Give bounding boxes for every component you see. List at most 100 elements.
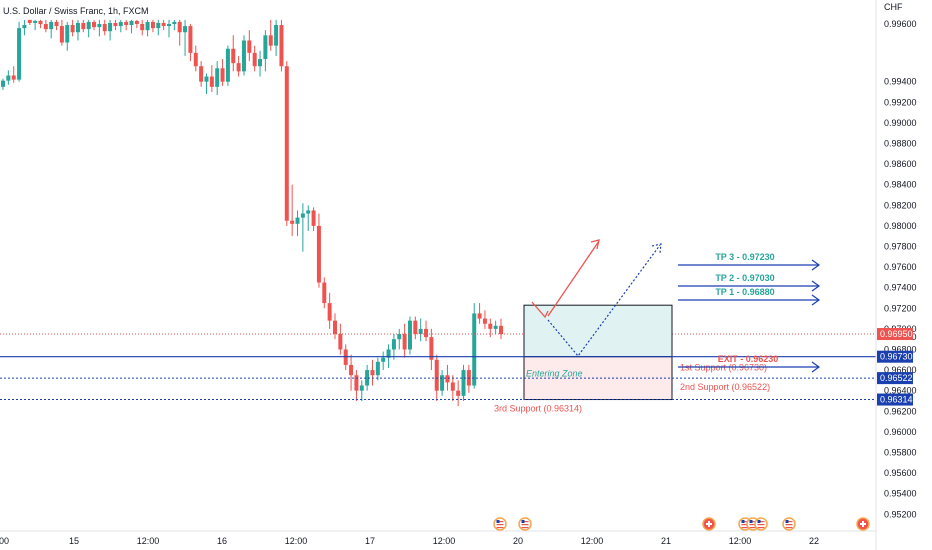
support-price-tag-text: 0.96730 bbox=[880, 352, 913, 362]
price-tags: 0.96950 0.96730 0.96522 0.96314 bbox=[877, 328, 913, 406]
candle bbox=[156, 19, 161, 36]
candle bbox=[456, 380, 461, 407]
us-flag-event-icon[interactable] bbox=[518, 517, 532, 531]
y-tick-label: 0.98200 bbox=[884, 200, 917, 210]
x-tick-label: 21 bbox=[661, 536, 671, 546]
x-tick-label: 12:00 bbox=[729, 536, 752, 546]
support-label: 3rd Support (0.96314) bbox=[494, 404, 582, 414]
target-label: TP 2 - 0.97030 bbox=[715, 273, 774, 283]
candle bbox=[375, 357, 380, 381]
candle bbox=[188, 24, 193, 62]
alt-arrowhead bbox=[651, 243, 662, 254]
candle bbox=[81, 19, 86, 33]
candle bbox=[322, 277, 327, 309]
candle bbox=[177, 19, 182, 46]
candle bbox=[477, 303, 482, 324]
candle bbox=[418, 318, 423, 342]
candle bbox=[258, 50, 263, 77]
candle bbox=[150, 19, 155, 33]
candle bbox=[381, 351, 386, 371]
candle bbox=[493, 320, 498, 335]
candle bbox=[22, 19, 27, 36]
x-tick-label: 12:00 bbox=[137, 536, 160, 546]
y-tick-label: 0.95400 bbox=[884, 489, 917, 499]
candle bbox=[252, 45, 257, 72]
x-tick-label: 12:00 bbox=[285, 536, 308, 546]
candle bbox=[241, 35, 246, 76]
us-flag-event-icon[interactable] bbox=[782, 517, 796, 531]
x-tick-label: 00 bbox=[0, 536, 9, 546]
swiss-flag-event-icon[interactable] bbox=[856, 517, 870, 531]
support-price-tag bbox=[877, 350, 913, 363]
y-tick-label: 0.98000 bbox=[884, 221, 917, 231]
candle bbox=[140, 19, 145, 36]
candle bbox=[167, 19, 171, 38]
support-price-tag bbox=[877, 393, 913, 406]
x-tick-label: 20 bbox=[513, 536, 523, 546]
candle bbox=[199, 61, 204, 87]
candle bbox=[440, 370, 445, 396]
candle bbox=[172, 19, 177, 31]
candle bbox=[306, 205, 311, 232]
candle bbox=[161, 19, 166, 31]
candle bbox=[75, 19, 80, 41]
candle bbox=[236, 55, 241, 77]
candle bbox=[215, 61, 220, 96]
x-tick-label: 12:00 bbox=[433, 536, 456, 546]
x-tick-label: 16 bbox=[217, 536, 227, 546]
y-tick-label: 0.99200 bbox=[884, 97, 917, 107]
price-axis[interactable]: 0.99600 0.99400 0.99200 0.99000 0.98800 0.986… bbox=[884, 19, 917, 519]
candle bbox=[92, 19, 97, 31]
y-tick-label: 0.96600 bbox=[884, 365, 917, 375]
candle bbox=[472, 303, 477, 389]
y-tick-label: 0.97200 bbox=[884, 303, 917, 313]
candle bbox=[124, 19, 129, 31]
candle bbox=[102, 19, 107, 36]
support-price-tag-text: 0.96314 bbox=[880, 395, 913, 405]
candle bbox=[204, 73, 209, 95]
swiss-flag-event-icon[interactable] bbox=[702, 517, 716, 531]
candle bbox=[338, 323, 343, 355]
candle bbox=[268, 19, 273, 51]
event-icons[interactable] bbox=[493, 517, 870, 531]
candle bbox=[333, 313, 337, 340]
candle bbox=[413, 316, 418, 340]
symbol-title[interactable]: U.S. Dollar / Swiss Franc, 1h, FXCM bbox=[3, 6, 149, 16]
candles bbox=[1, 19, 503, 407]
bull-arrowhead bbox=[590, 239, 600, 250]
candle bbox=[295, 210, 300, 237]
candle bbox=[118, 19, 123, 33]
candle bbox=[284, 61, 289, 226]
candle bbox=[300, 203, 305, 252]
current-price-tag bbox=[877, 328, 913, 341]
candle bbox=[316, 213, 321, 288]
y-tick-label: 0.98800 bbox=[884, 138, 917, 148]
entry-arrow bbox=[531, 301, 549, 319]
x-tick-label: 15 bbox=[69, 536, 79, 546]
us-flag-event-icon[interactable] bbox=[493, 517, 507, 531]
candle bbox=[429, 328, 434, 371]
profit-zone bbox=[523, 304, 673, 358]
candle bbox=[370, 359, 375, 386]
time-axis[interactable]: 00 15 12:00 16 12:00 17 12:00 20 12:00 21 12:00 22 bbox=[0, 536, 819, 546]
target-label: EXIT - 0.96230 bbox=[718, 354, 779, 364]
candle bbox=[38, 19, 43, 29]
y-tick-label: 0.99400 bbox=[884, 77, 917, 87]
y-tick-label: 0.97400 bbox=[884, 283, 917, 293]
candle bbox=[450, 375, 455, 401]
candle bbox=[327, 292, 332, 329]
support-price-tag-text: 0.96522 bbox=[880, 373, 913, 383]
y-tick-label: 0.99600 bbox=[884, 19, 917, 29]
y-tick-label: 0.98600 bbox=[884, 159, 917, 169]
support-label: 2nd Support (0.96522) bbox=[680, 382, 770, 392]
candle bbox=[65, 21, 70, 51]
us-flag-event-icon[interactable] bbox=[754, 517, 768, 531]
y-tick-label: 0.96000 bbox=[884, 427, 917, 437]
target-arrow: EXIT - 0.96230 bbox=[678, 354, 821, 373]
candle bbox=[97, 19, 102, 37]
candle bbox=[311, 207, 316, 232]
target-arrow: TP 1 - 0.96880 bbox=[678, 287, 821, 306]
candle bbox=[365, 364, 370, 391]
annotations: Entering Zone 1st Support (0.96730) 2nd Su… bbox=[0, 239, 876, 414]
